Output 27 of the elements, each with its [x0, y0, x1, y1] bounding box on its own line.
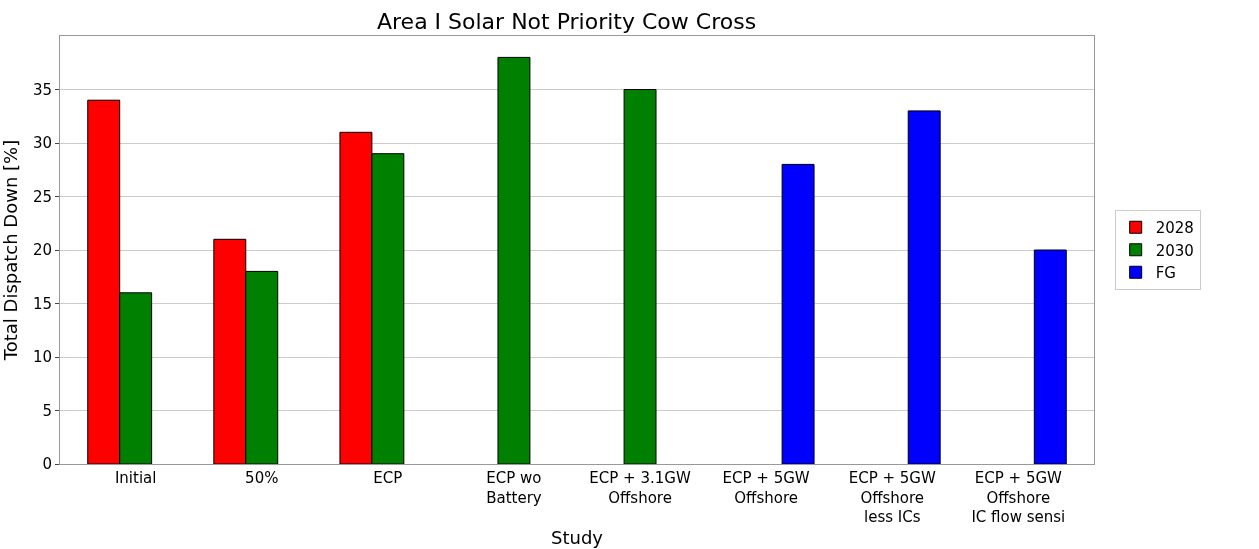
legend-label: FG [1155, 264, 1176, 283]
y-tick-label: 5 [42, 401, 52, 420]
y-tick-label: 20 [32, 241, 52, 260]
bar [907, 110, 941, 464]
y-tick-label: 15 [32, 294, 52, 313]
y-tick-label: 25 [32, 187, 52, 206]
x-tick-label: ECP + 5GW Offshore IC flow sensi [971, 469, 1066, 526]
chart-title: Area I Solar Not Priority Cow Cross [377, 9, 757, 35]
legend-label: 2030 [1155, 241, 1194, 260]
bar [1033, 249, 1067, 464]
x-tick-label: ECP [373, 469, 403, 487]
bar [781, 163, 815, 464]
x-tick-label: 50% [245, 469, 279, 487]
y-axis-title: Total Dispatch Down [%] [0, 139, 21, 362]
y-tick-label: 10 [32, 348, 52, 367]
bar [497, 56, 531, 464]
x-axis-title: Study [551, 527, 604, 549]
x-tick-label: ECP + 5GW Offshore [722, 469, 810, 507]
y-tick-label: 0 [42, 455, 52, 474]
x-tick-label: ECP + 3.1GW Offshore [589, 469, 691, 507]
y-tick-label: 30 [32, 134, 52, 153]
legend-label: 2028 [1155, 219, 1194, 238]
bar [623, 89, 657, 464]
x-tick-label: ECP wo Battery [486, 469, 542, 507]
y-tick-label: 35 [32, 80, 52, 99]
x-tick-label: Initial [114, 469, 157, 487]
x-tick-label: ECP + 5GW Offshore less ICs [848, 469, 936, 526]
